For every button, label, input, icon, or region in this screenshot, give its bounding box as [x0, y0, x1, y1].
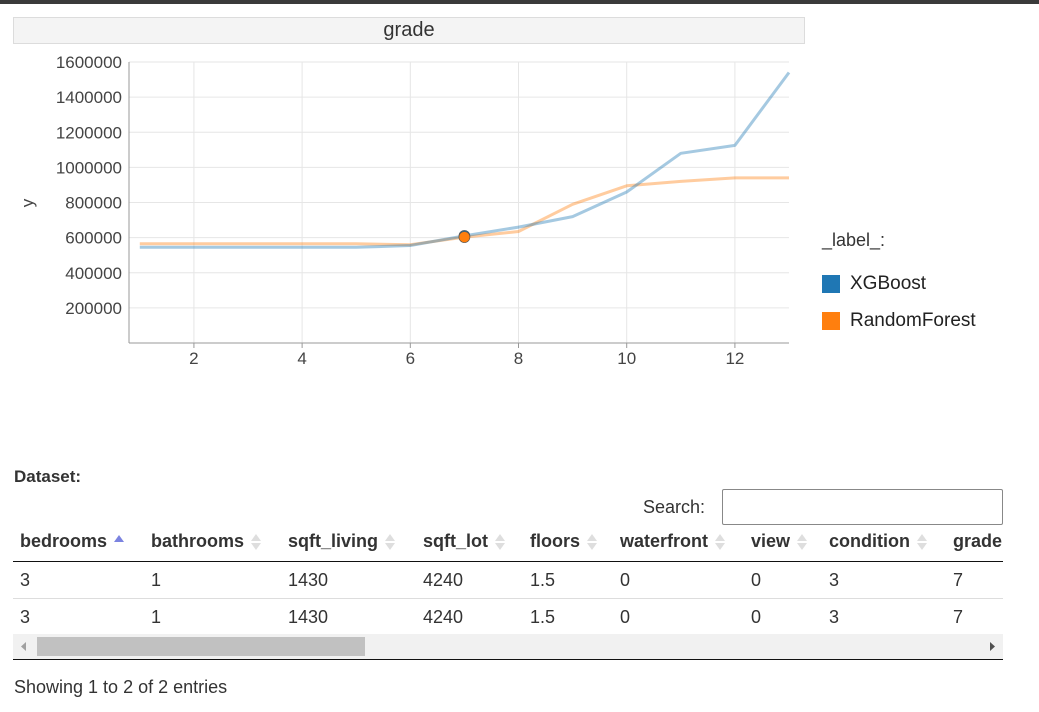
column-header-sqft-lot[interactable]: sqft_lot [416, 522, 523, 562]
y-tick-label: 1600000 [56, 53, 122, 72]
top-bar [0, 0, 1039, 4]
table-cell: 4240 [416, 561, 523, 599]
column-label: sqft_lot [423, 531, 488, 551]
y-tick-label: 600000 [65, 229, 122, 248]
table-cell: 0 [744, 598, 822, 634]
table-cell: 1.5 [523, 561, 613, 599]
x-tick-label: 8 [514, 349, 523, 368]
column-label: floors [530, 531, 581, 551]
table-info: Showing 1 to 2 of 2 entries [14, 677, 228, 697]
column-header-condition[interactable]: condition [822, 522, 946, 562]
y-tick-label: 1400000 [56, 88, 122, 107]
table-cell: 0 [613, 561, 744, 599]
table-cell: 1 [144, 561, 281, 599]
y-tick-label: 1000000 [56, 158, 122, 177]
table-cell: 3 [822, 598, 946, 634]
column-label: waterfront [620, 531, 709, 551]
column-header-sqft-living[interactable]: sqft_living [281, 522, 416, 562]
column-header-bathrooms[interactable]: bathrooms [144, 522, 281, 562]
legend-swatch-xgboost [822, 274, 840, 293]
table-cell: 1 [144, 598, 281, 634]
x-tick-label: 4 [297, 349, 306, 368]
scroll-left-arrow-icon[interactable] [13, 634, 35, 659]
column-header-bedrooms[interactable]: bedrooms [13, 522, 144, 562]
table-cell: 0 [613, 598, 744, 634]
column-label: bedrooms [20, 531, 108, 551]
facet-title: grade [13, 17, 805, 44]
legend-swatch-randomforest [822, 311, 840, 330]
scrollbar-thumb[interactable] [37, 637, 365, 656]
column-label: bathrooms [151, 531, 245, 551]
scroll-right-arrow-icon[interactable] [981, 634, 1003, 659]
table-cell: 7 [946, 598, 1003, 634]
highlight-point-randomforest [458, 231, 471, 243]
dataset-label: Dataset: [14, 467, 82, 486]
table-cell: 1.5 [523, 598, 613, 634]
table-cell: 3 [13, 561, 144, 599]
table-cell: 1430 [281, 561, 416, 599]
table-header-row: bedrooms bathrooms sqft_living sqft_lot … [13, 522, 1003, 562]
search-input[interactable] [722, 489, 1003, 525]
legend-label-randomforest: RandomForest [850, 309, 976, 331]
legend-label-xgboost: XGBoost [850, 272, 927, 294]
y-axis-label: y [18, 198, 37, 207]
column-header-waterfront[interactable]: waterfront [613, 522, 744, 562]
column-header-view[interactable]: view [744, 522, 822, 562]
sort-both-icon [797, 534, 808, 551]
table-cell: 1430 [281, 598, 416, 634]
table-cell: 3 [822, 561, 946, 599]
data-table-wrapper: bedrooms bathrooms sqft_living sqft_lot … [13, 522, 1003, 634]
sort-both-icon [385, 534, 396, 551]
legend-item-xgboost[interactable]: XGBoost [822, 265, 976, 302]
legend-item-randomforest[interactable]: RandomForest [822, 302, 976, 339]
column-header-floors[interactable]: floors [523, 522, 613, 562]
y-tick-label: 200000 [65, 299, 122, 318]
table-row: 3 1 1430 4240 1.5 0 0 3 7 [13, 598, 1003, 634]
x-tick-label: 2 [189, 349, 198, 368]
table-cell: 4240 [416, 598, 523, 634]
line-chart: 200000 400000 600000 800000 1000000 1200000 14… [18, 53, 791, 368]
x-tick-label: 10 [617, 349, 636, 368]
x-tick-label: 12 [725, 349, 744, 368]
search-label: Search: [643, 497, 706, 517]
column-label: condition [829, 531, 910, 551]
legend-title: _label_: [822, 230, 886, 250]
y-tick-label: 1200000 [56, 123, 122, 142]
column-label: grade [953, 531, 1003, 551]
column-label: sqft_living [288, 531, 379, 551]
legend: _label_: XGBoost RandomForest [822, 230, 976, 339]
y-tick-label: 800000 [65, 194, 122, 213]
table-cell: 0 [744, 561, 822, 599]
column-header-grade[interactable]: grade [946, 522, 1003, 562]
series-line-xgboost [139, 71, 791, 249]
table-row: 3 1 1430 4240 1.5 0 0 3 7 [13, 561, 1003, 599]
x-tick-label: 6 [406, 349, 415, 368]
sort-both-icon [495, 534, 505, 551]
column-label: view [751, 531, 791, 551]
data-table: bedrooms bathrooms sqft_living sqft_lot … [13, 522, 1003, 634]
y-tick-label: 400000 [65, 264, 122, 283]
table-cell: 3 [13, 598, 144, 634]
sort-both-icon [587, 534, 598, 551]
sort-both-icon [916, 534, 927, 551]
sort-ascending-icon [114, 535, 125, 543]
sort-both-icon [715, 534, 726, 551]
table-cell: 7 [946, 561, 1003, 599]
horizontal-scrollbar[interactable] [13, 634, 1003, 660]
sort-both-icon [251, 534, 262, 551]
